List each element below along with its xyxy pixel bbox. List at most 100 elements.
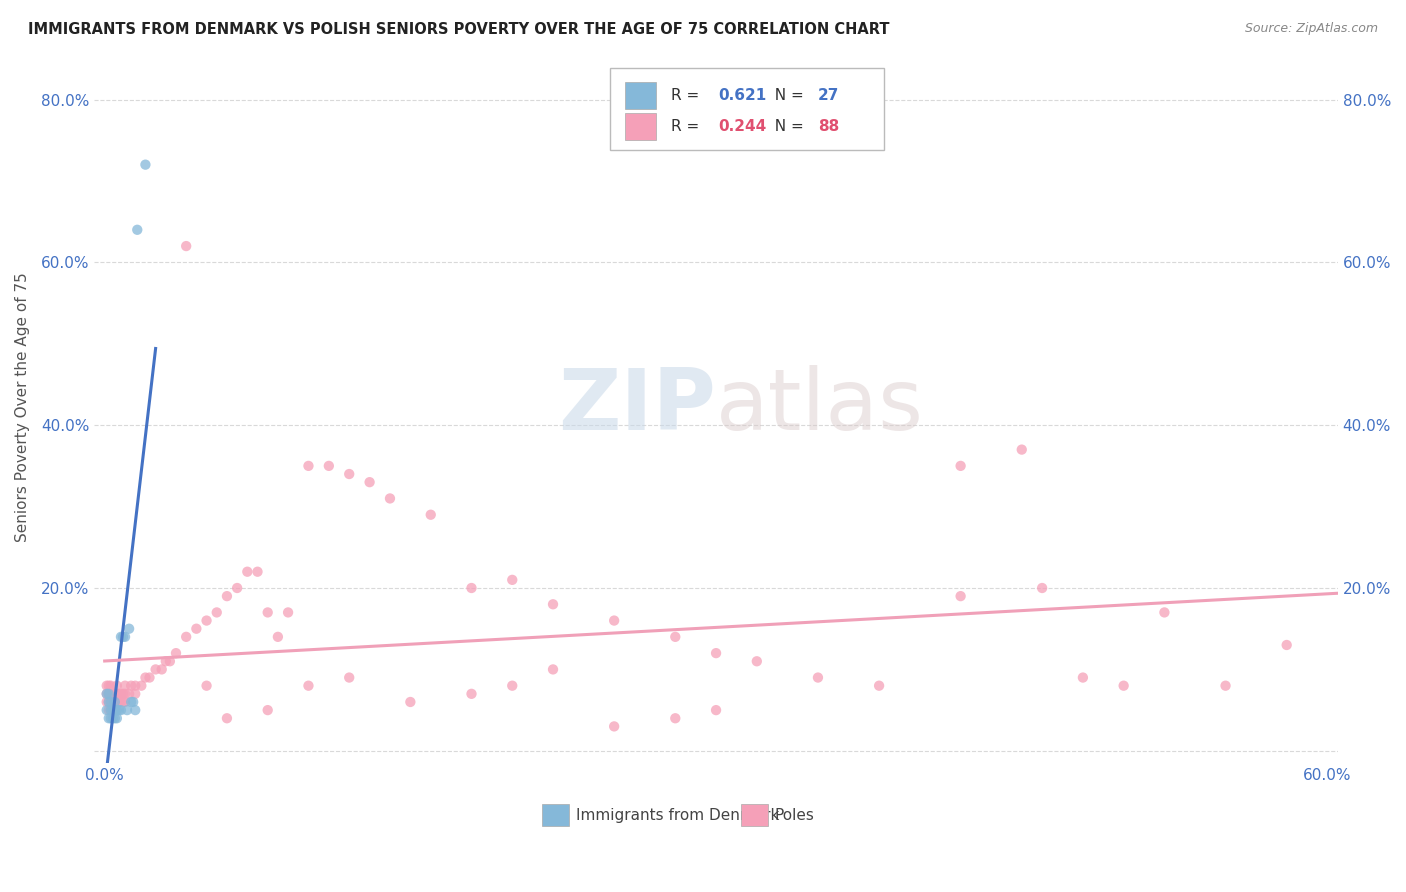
- Point: [1215, 679, 1237, 693]
- Point: [100, 679, 122, 693]
- Point: [111, 630, 134, 644]
- Point: [100, 703, 122, 717]
- Point: [96, 687, 118, 701]
- Point: [110, 630, 132, 644]
- Point: [664, 711, 686, 725]
- Text: IMMIGRANTS FROM DENMARK VS POLISH SENIORS POVERTY OVER THE AGE OF 75 CORRELATION: IMMIGRANTS FROM DENMARK VS POLISH SENIOR…: [28, 22, 890, 37]
- Point: [1011, 442, 1033, 457]
- Point: [541, 597, 564, 611]
- Point: [122, 695, 145, 709]
- Point: [96, 703, 118, 717]
- Point: [105, 695, 128, 709]
- Text: ZIP: ZIP: [558, 366, 716, 449]
- Point: [236, 565, 259, 579]
- Point: [104, 711, 127, 725]
- Point: [118, 622, 141, 636]
- Text: atlas: atlas: [716, 366, 924, 449]
- Point: [127, 223, 149, 237]
- Point: [134, 158, 156, 172]
- Point: [186, 622, 208, 636]
- Point: [359, 475, 381, 490]
- Point: [267, 630, 290, 644]
- Point: [501, 573, 523, 587]
- Point: [297, 679, 319, 693]
- Text: 27: 27: [818, 88, 839, 103]
- Point: [745, 654, 768, 668]
- Point: [138, 671, 160, 685]
- Point: [337, 467, 360, 481]
- Bar: [541, 805, 569, 826]
- Text: 0.244: 0.244: [718, 120, 766, 135]
- Point: [256, 606, 278, 620]
- Point: [105, 679, 128, 693]
- Point: [131, 679, 153, 693]
- Point: [949, 589, 972, 603]
- Point: [101, 711, 124, 725]
- Text: Immigrants from Denmark: Immigrants from Denmark: [575, 807, 779, 822]
- Point: [165, 646, 187, 660]
- Point: [108, 695, 131, 709]
- Point: [246, 565, 269, 579]
- Point: [664, 630, 686, 644]
- Point: [807, 671, 830, 685]
- Point: [100, 711, 122, 725]
- Point: [501, 679, 523, 693]
- Point: [105, 711, 128, 725]
- Point: [111, 687, 134, 701]
- Point: [134, 671, 156, 685]
- Point: [110, 695, 132, 709]
- Bar: [626, 113, 657, 140]
- Point: [120, 679, 142, 693]
- Point: [100, 703, 122, 717]
- Point: [174, 630, 197, 644]
- Point: [111, 695, 134, 709]
- Text: 88: 88: [818, 120, 839, 135]
- Point: [101, 703, 124, 717]
- Point: [159, 654, 181, 668]
- Point: [256, 703, 278, 717]
- Point: [949, 458, 972, 473]
- Point: [215, 589, 238, 603]
- Point: [108, 687, 131, 701]
- Text: R =: R =: [671, 88, 704, 103]
- Point: [215, 711, 238, 725]
- Point: [603, 614, 626, 628]
- Point: [96, 695, 118, 709]
- Point: [868, 679, 890, 693]
- Text: N =: N =: [765, 120, 808, 135]
- Point: [1071, 671, 1094, 685]
- Point: [104, 687, 127, 701]
- Point: [110, 687, 132, 701]
- Point: [1112, 679, 1135, 693]
- Point: [205, 606, 228, 620]
- Text: Poles: Poles: [775, 807, 814, 822]
- Point: [97, 679, 120, 693]
- Point: [603, 719, 626, 733]
- Point: [120, 695, 142, 709]
- Point: [318, 458, 340, 473]
- Point: [118, 687, 141, 701]
- Point: [104, 695, 127, 709]
- Point: [97, 687, 120, 701]
- Point: [337, 671, 360, 685]
- Point: [114, 687, 136, 701]
- Point: [124, 679, 146, 693]
- Point: [226, 581, 249, 595]
- Point: [105, 703, 128, 717]
- Point: [114, 630, 136, 644]
- Point: [145, 662, 167, 676]
- Point: [97, 695, 120, 709]
- Point: [100, 687, 122, 701]
- Point: [114, 679, 136, 693]
- Point: [101, 687, 124, 701]
- Point: [105, 687, 128, 701]
- Point: [97, 703, 120, 717]
- Text: N =: N =: [765, 88, 808, 103]
- Point: [399, 695, 422, 709]
- Point: [124, 703, 146, 717]
- Bar: [741, 805, 768, 826]
- Point: [541, 662, 564, 676]
- FancyBboxPatch shape: [610, 69, 884, 151]
- Point: [460, 687, 482, 701]
- Y-axis label: Seniors Poverty Over the Age of 75: Seniors Poverty Over the Age of 75: [15, 272, 30, 541]
